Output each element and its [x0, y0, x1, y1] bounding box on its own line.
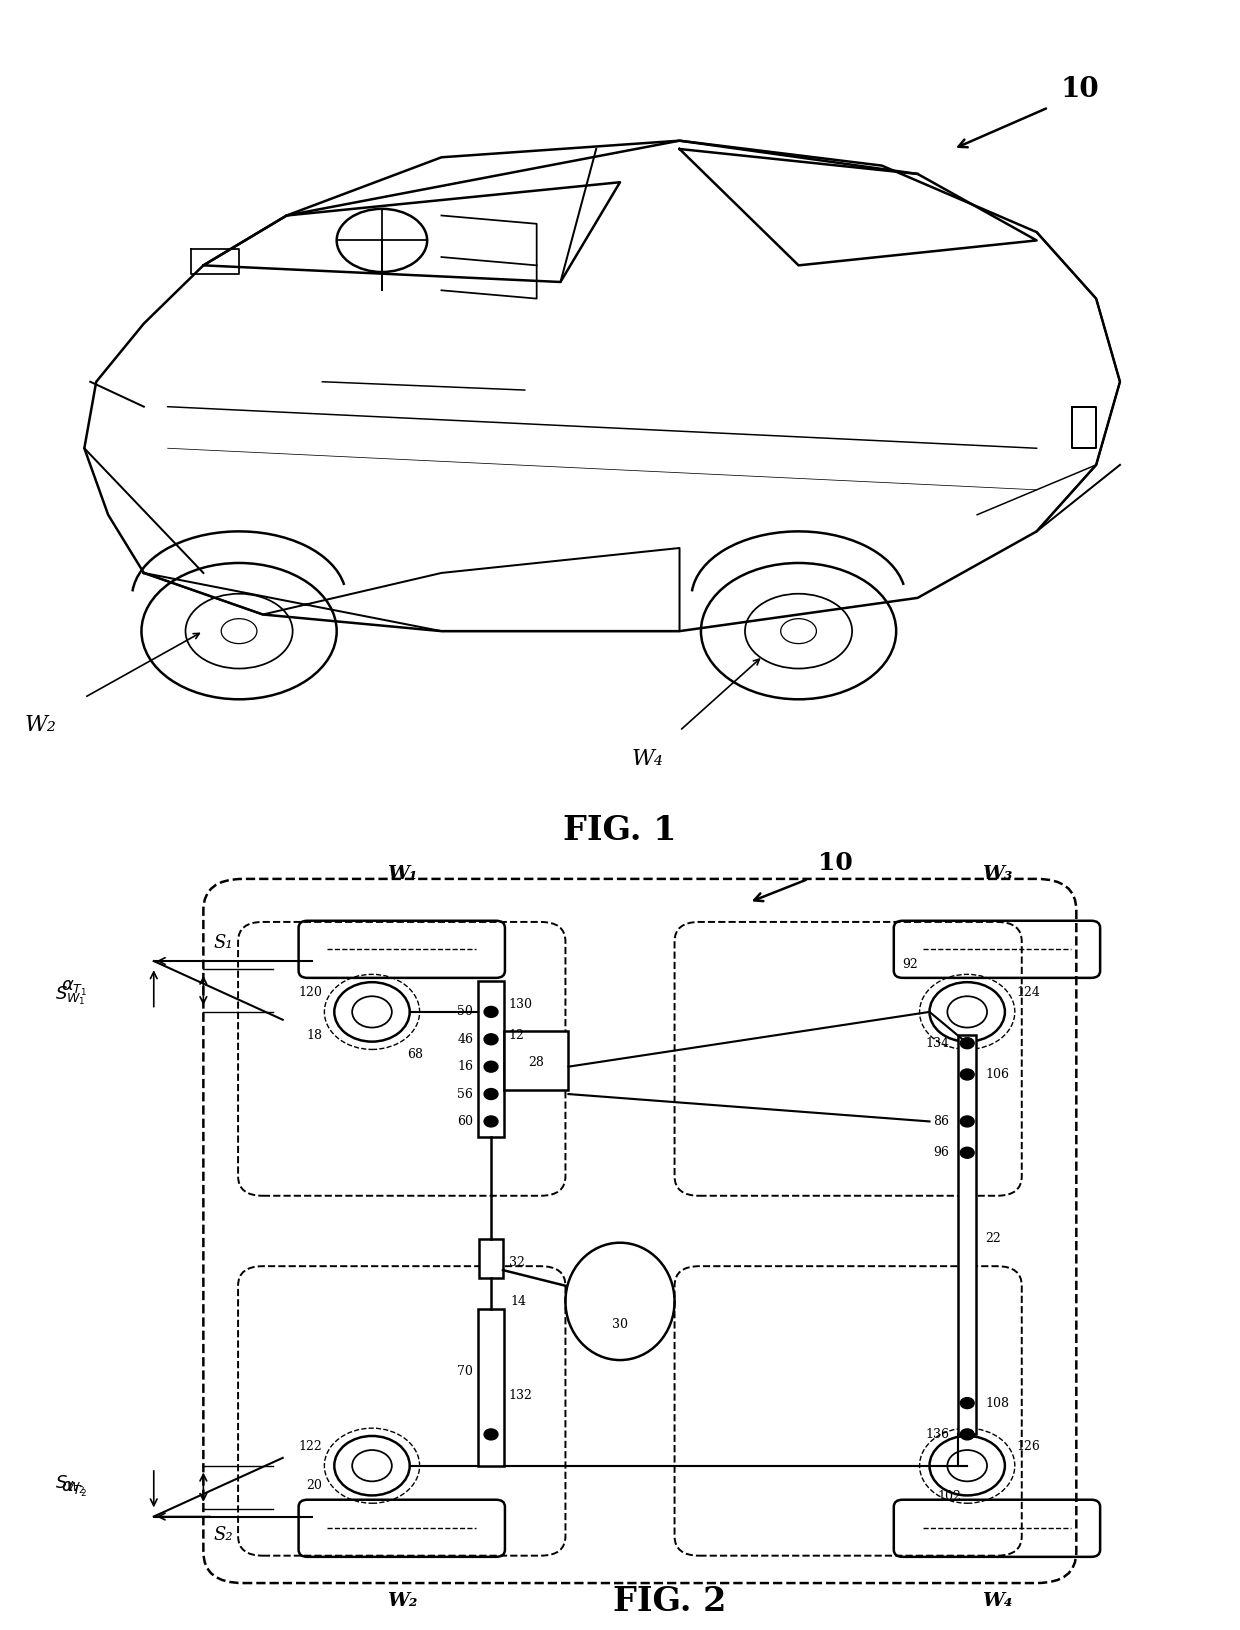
Text: 132: 132: [508, 1389, 533, 1402]
Text: 120: 120: [299, 986, 322, 999]
Circle shape: [484, 1006, 498, 1017]
Text: FIG. 1: FIG. 1: [563, 815, 677, 848]
Circle shape: [960, 1430, 975, 1439]
Text: $S_{W_2}$: $S_{W_2}$: [55, 1474, 86, 1496]
Text: W₄: W₄: [982, 1593, 1012, 1610]
Circle shape: [960, 1148, 975, 1159]
Text: 10: 10: [818, 851, 853, 875]
Text: 20: 20: [306, 1478, 322, 1491]
Bar: [479, 981, 503, 1138]
Text: W₄: W₄: [632, 748, 663, 769]
Text: 16: 16: [458, 1060, 474, 1073]
Text: 56: 56: [458, 1087, 474, 1100]
Text: W₃: W₃: [982, 866, 1012, 883]
Circle shape: [484, 1089, 498, 1100]
Text: $\alpha_{T_1}$: $\alpha_{T_1}$: [61, 980, 88, 998]
Text: 14: 14: [511, 1294, 527, 1307]
Text: 22: 22: [985, 1232, 1001, 1245]
Text: W₁: W₁: [387, 866, 417, 883]
Text: 18: 18: [306, 1029, 322, 1042]
Circle shape: [960, 1397, 975, 1408]
Text: 108: 108: [985, 1397, 1009, 1410]
Text: 86: 86: [934, 1115, 950, 1128]
Text: S₁: S₁: [213, 934, 233, 952]
Text: W₂: W₂: [387, 1593, 417, 1610]
Text: 30: 30: [613, 1319, 627, 1332]
Text: 10: 10: [1060, 77, 1099, 103]
Circle shape: [484, 1430, 498, 1439]
Text: S₂: S₂: [213, 1526, 233, 1544]
Circle shape: [960, 1117, 975, 1126]
Text: FIG. 2: FIG. 2: [613, 1586, 727, 1619]
Text: 122: 122: [299, 1439, 322, 1452]
Text: W₂: W₂: [25, 714, 57, 737]
Text: 92: 92: [901, 958, 918, 971]
Text: 96: 96: [934, 1146, 950, 1159]
Bar: [959, 1035, 976, 1434]
Text: 28: 28: [528, 1056, 543, 1069]
Text: 60: 60: [458, 1115, 474, 1128]
Text: 130: 130: [508, 998, 533, 1011]
Circle shape: [484, 1061, 498, 1073]
Text: $S_{W_1}$: $S_{W_1}$: [55, 985, 86, 1007]
Text: 50: 50: [458, 1006, 474, 1019]
Bar: [479, 1239, 503, 1278]
Circle shape: [960, 1069, 975, 1081]
Text: 46: 46: [458, 1033, 474, 1046]
Text: $\alpha_{T_2}$: $\alpha_{T_2}$: [61, 1480, 88, 1498]
Bar: [503, 1032, 568, 1090]
Text: 124: 124: [1017, 986, 1040, 999]
Circle shape: [484, 1117, 498, 1126]
Text: 106: 106: [985, 1068, 1009, 1081]
Circle shape: [960, 1038, 975, 1048]
Text: 126: 126: [1017, 1439, 1040, 1452]
Text: 32: 32: [508, 1255, 525, 1268]
Text: 68: 68: [407, 1048, 423, 1061]
Text: 102: 102: [937, 1490, 961, 1503]
Text: 136: 136: [925, 1428, 950, 1441]
Text: 12: 12: [508, 1029, 525, 1042]
Bar: [479, 1309, 503, 1465]
Text: 134: 134: [925, 1037, 950, 1050]
Text: 70: 70: [458, 1366, 474, 1379]
Circle shape: [484, 1033, 498, 1045]
